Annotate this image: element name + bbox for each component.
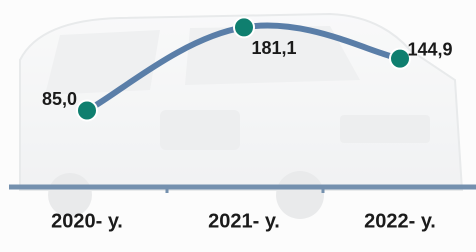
x-tick-label: 2022- у. (364, 210, 436, 232)
value-label: 144,9 (407, 39, 452, 59)
chart: 85,0 181,1 144,9 2020- у. 2021- у. 2022- у. (0, 0, 476, 252)
value-label: 85,0 (42, 89, 77, 109)
value-label: 181,1 (251, 38, 296, 58)
x-tick-label: 2021- у. (208, 210, 280, 232)
marker (77, 100, 97, 120)
marker (234, 17, 254, 37)
x-tick-label: 2020- у. (51, 210, 123, 232)
